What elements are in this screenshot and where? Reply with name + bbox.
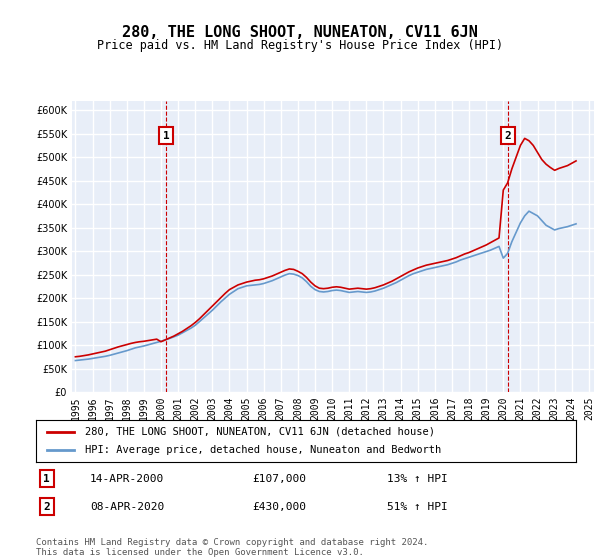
Text: 1: 1 — [43, 474, 50, 484]
Text: 51% ↑ HPI: 51% ↑ HPI — [387, 502, 448, 512]
Text: 14-APR-2000: 14-APR-2000 — [90, 474, 164, 484]
Text: £107,000: £107,000 — [252, 474, 306, 484]
Text: 08-APR-2020: 08-APR-2020 — [90, 502, 164, 512]
Text: 2: 2 — [43, 502, 50, 512]
Text: 280, THE LONG SHOOT, NUNEATON, CV11 6JN (detached house): 280, THE LONG SHOOT, NUNEATON, CV11 6JN … — [85, 427, 434, 437]
Text: Price paid vs. HM Land Registry's House Price Index (HPI): Price paid vs. HM Land Registry's House … — [97, 39, 503, 52]
Text: 13% ↑ HPI: 13% ↑ HPI — [387, 474, 448, 484]
Text: Contains HM Land Registry data © Crown copyright and database right 2024.
This d: Contains HM Land Registry data © Crown c… — [36, 538, 428, 557]
Text: 2: 2 — [505, 130, 511, 141]
Text: £430,000: £430,000 — [252, 502, 306, 512]
Text: 280, THE LONG SHOOT, NUNEATON, CV11 6JN: 280, THE LONG SHOOT, NUNEATON, CV11 6JN — [122, 25, 478, 40]
Text: HPI: Average price, detached house, Nuneaton and Bedworth: HPI: Average price, detached house, Nune… — [85, 445, 441, 455]
Text: 1: 1 — [163, 130, 169, 141]
